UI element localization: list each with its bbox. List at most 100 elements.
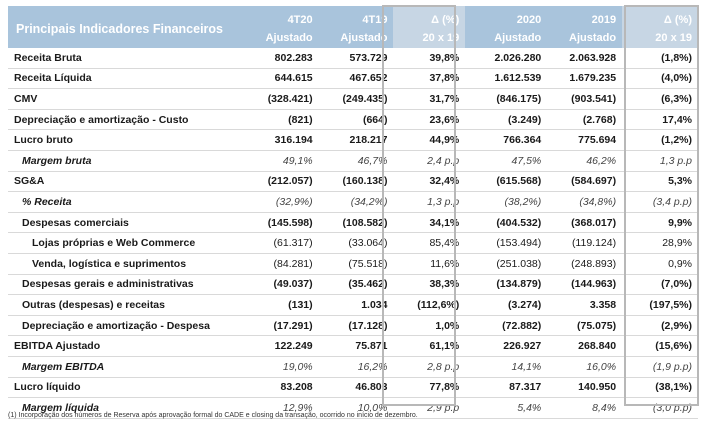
row-value: 17,4% <box>622 109 698 131</box>
row-value: (1,8%) <box>622 48 698 69</box>
header-delta-quarter: Δ (%) <box>393 6 466 29</box>
row-value: 9,9% <box>622 212 698 234</box>
header-4t19-sub: Ajustado <box>318 29 394 48</box>
row-value: 3.358 <box>547 294 623 316</box>
row-value: (34,8%) <box>547 191 623 213</box>
row-value: 28,9% <box>622 232 698 254</box>
row-label: Outras (despesas) e receitas <box>8 294 244 316</box>
row-value: 226.927 <box>465 335 548 357</box>
row-value: (134.879) <box>465 274 548 296</box>
row-value: 75.871 <box>318 335 394 357</box>
row-label: Lucro líquido <box>8 377 244 399</box>
row-value: (368.017) <box>547 212 623 234</box>
table-row: SG&A (212.057) (160.138) 32,4% (615.568) (584… <box>8 171 698 193</box>
header-delta-year: Δ (%) <box>622 6 698 29</box>
row-value: 23,6% <box>393 109 466 131</box>
row-value: (160.138) <box>318 171 394 193</box>
row-value: (34,2%) <box>318 191 394 213</box>
row-value: (131) <box>243 294 319 316</box>
row-value: 77,8% <box>393 377 466 399</box>
footnote: (1) Incorporação dos números de Reserva … <box>8 412 418 419</box>
row-value: (72.882) <box>465 315 548 337</box>
row-value: 5,4% <box>465 397 548 419</box>
row-value: 12,9% <box>243 397 319 419</box>
row-value: 83.208 <box>243 377 319 399</box>
row-value: 34,1% <box>393 212 466 234</box>
row-value: 32,4% <box>393 171 466 193</box>
table-row: Lucro bruto 316.194 218.217 44,9% 766.364 775… <box>8 129 698 151</box>
row-label: Receita Bruta <box>8 48 244 69</box>
table-row: CMV (328.421) (249.435) 31,7% (846.175) (903.… <box>8 88 698 110</box>
row-value: (821) <box>243 109 319 131</box>
table-row: Margem EBITDA 19,0% 16,2% 2,8 p.p 14,1% 16,0%… <box>8 356 698 378</box>
row-label: Margem EBITDA <box>8 356 244 378</box>
row-value: 0,9% <box>622 253 698 275</box>
table-row: Outras (despesas) e receitas (131) 1.034 (1… <box>8 294 698 316</box>
row-value: (7,0%) <box>622 274 698 296</box>
table-row: Lucro líquido 83.208 46.803 77,8% 87.317 140.… <box>8 377 698 399</box>
row-value: 49,1% <box>243 150 319 172</box>
row-value: (2.768) <box>547 109 623 131</box>
row-value: (145.598) <box>243 212 319 234</box>
row-label: % Receita <box>8 191 244 213</box>
row-value: (32,9%) <box>243 191 319 213</box>
row-value: (17.291) <box>243 315 319 337</box>
row-value: (4,0%) <box>622 68 698 90</box>
row-value: 2.063.928 <box>547 48 623 69</box>
row-value: 46.803 <box>318 377 394 399</box>
row-label: Lucro bruto <box>8 129 244 151</box>
row-value: (1,9 p.p) <box>622 356 698 378</box>
row-value: 2.026.280 <box>465 48 548 69</box>
row-value: 1.612.539 <box>465 68 548 90</box>
row-value: 19,0% <box>243 356 319 378</box>
header-4t19: 4T19 <box>318 6 394 29</box>
row-value: (615.568) <box>465 171 548 193</box>
row-label: Depreciação e amortização - Custo <box>8 109 244 131</box>
row-value: 140.950 <box>547 377 623 399</box>
row-value: 122.249 <box>243 335 319 357</box>
row-label: SG&A <box>8 171 244 193</box>
row-value: 2,4 p.p <box>393 150 466 172</box>
row-value: 467.652 <box>318 68 394 90</box>
header-4t20: 4T20 <box>243 6 319 29</box>
table-row: Despesas gerais e administrativas (49.037… <box>8 274 698 296</box>
row-value: (33.064) <box>318 232 394 254</box>
table-row: % Receita (32,9%) (34,2%) 1,3 p.p (38,2%) (34… <box>8 191 698 213</box>
row-value: 61,1% <box>393 335 466 357</box>
row-value: (1,2%) <box>622 129 698 151</box>
row-value: (38,1%) <box>622 377 698 399</box>
financial-indicators-table-wrapper: Principais Indicadores Financeiros 4T20 … <box>8 6 698 419</box>
row-value: (15,6%) <box>622 335 698 357</box>
row-value: (328.421) <box>243 88 319 110</box>
row-value: (3,0 p.p) <box>622 397 698 419</box>
row-label: Lojas próprias e Web Commerce <box>8 232 244 254</box>
row-value: (75.518) <box>318 253 394 275</box>
row-value: 8,4% <box>547 397 623 419</box>
row-value: 1,3 p.p <box>622 150 698 172</box>
row-label: CMV <box>8 88 244 110</box>
header-delta-quarter-sub: 20 x 19 <box>393 29 466 48</box>
row-value: (35.462) <box>318 274 394 296</box>
row-value: (6,3%) <box>622 88 698 110</box>
row-value: 1,3 p.p <box>393 191 466 213</box>
row-value: 644.615 <box>243 68 319 90</box>
row-value: 10,0% <box>318 397 394 419</box>
row-value: (84.281) <box>243 253 319 275</box>
row-value: 11,6% <box>393 253 466 275</box>
row-value: (2,9%) <box>622 315 698 337</box>
row-value: (49.037) <box>243 274 319 296</box>
row-value: 16,0% <box>547 356 623 378</box>
table-row: Venda, logística e suprimentos (84.281) (7… <box>8 253 698 275</box>
row-label: EBITDA Ajustado <box>8 335 244 357</box>
header-4t20-sub: Ajustado <box>243 29 319 48</box>
table-row: Margem bruta 49,1% 46,7% 2,4 p.p 47,5% 46,2% 1… <box>8 150 698 172</box>
row-label: Depreciação e amortização - Despesa <box>8 315 244 337</box>
row-value: (249.435) <box>318 88 394 110</box>
row-label: Venda, logística e suprimentos <box>8 253 244 275</box>
row-label: Despesas gerais e administrativas <box>8 274 244 296</box>
financial-indicators-table: Principais Indicadores Financeiros 4T20 … <box>8 6 698 419</box>
row-value: 1.034 <box>318 294 394 316</box>
row-value: 44,9% <box>393 129 466 151</box>
row-value: 14,1% <box>465 356 548 378</box>
row-value: 802.283 <box>243 48 319 69</box>
